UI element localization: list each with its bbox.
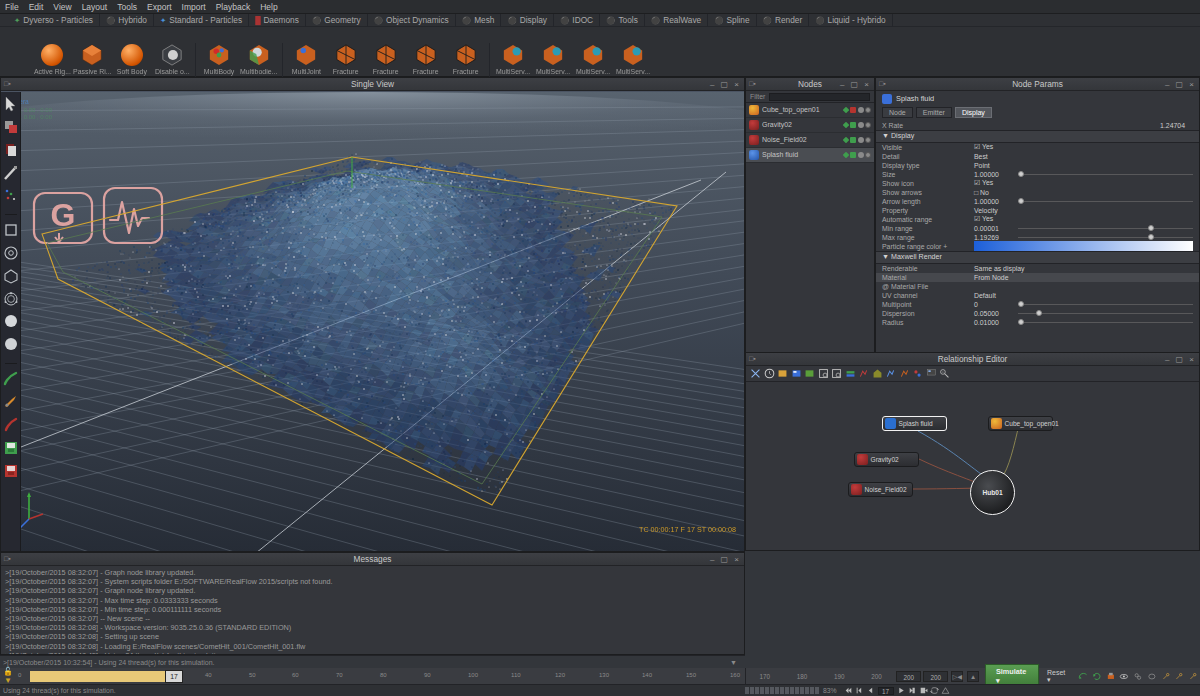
svg-text:G: G — [51, 197, 76, 233]
svg-text:-: - — [838, 374, 839, 376]
svg-text:TC 00:00:17 F 17 ST 00:00:08: TC 00:00:17 F 17 ST 00:00:08 — [639, 525, 736, 534]
